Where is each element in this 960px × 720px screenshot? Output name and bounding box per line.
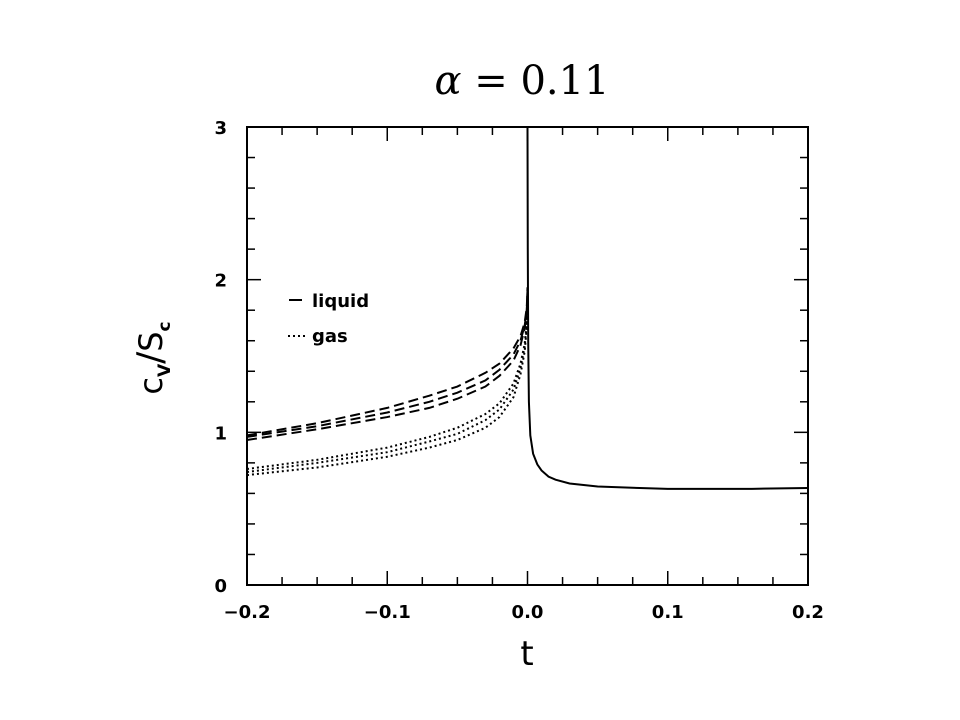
y-label-denominator: S bbox=[132, 331, 170, 351]
y-label-slash: / bbox=[130, 351, 171, 364]
series-line-dotted-4 bbox=[246, 297, 529, 470]
axis-ticks bbox=[246, 126, 809, 586]
y-tick-label: 1 bbox=[214, 423, 227, 444]
chart-title: α = 0.11 bbox=[434, 58, 609, 104]
series-line-dashed-3 bbox=[246, 291, 529, 441]
x-tick-label: 0.2 bbox=[792, 602, 824, 623]
y-label-numerator-sub: V bbox=[155, 363, 175, 377]
x-tick-label: −0.2 bbox=[224, 602, 271, 623]
legend-label-gas: gas bbox=[312, 326, 348, 347]
series-line-dotted-6 bbox=[246, 301, 529, 477]
y-label-denominator-sub: c bbox=[155, 321, 175, 331]
chart-title-rest: = 0.11 bbox=[462, 58, 610, 104]
y-label-numerator: c bbox=[132, 377, 170, 395]
y-tick-label: 3 bbox=[214, 118, 227, 139]
x-tick-label: 0.0 bbox=[512, 602, 544, 623]
x-tick-label: −0.1 bbox=[364, 602, 411, 623]
chart-title-symbol: α bbox=[434, 58, 461, 104]
legend: liquid gas bbox=[288, 291, 369, 347]
series-line-solid-0 bbox=[526, 126, 809, 490]
legend-label-liquid: liquid bbox=[312, 291, 369, 312]
x-tick-label: 0.1 bbox=[652, 602, 684, 623]
x-axis-label: t bbox=[520, 634, 533, 674]
series-group bbox=[246, 126, 809, 490]
svg-text:cV/Sc: cV/Sc bbox=[130, 321, 175, 394]
y-tick-label: 2 bbox=[214, 271, 227, 292]
axis-tick-labels: −0.2 −0.1 0.0 0.1 0.2 0 1 2 3 bbox=[214, 118, 823, 623]
y-tick-label: 0 bbox=[214, 576, 227, 597]
y-axis-label: cV/Sc bbox=[130, 321, 175, 394]
